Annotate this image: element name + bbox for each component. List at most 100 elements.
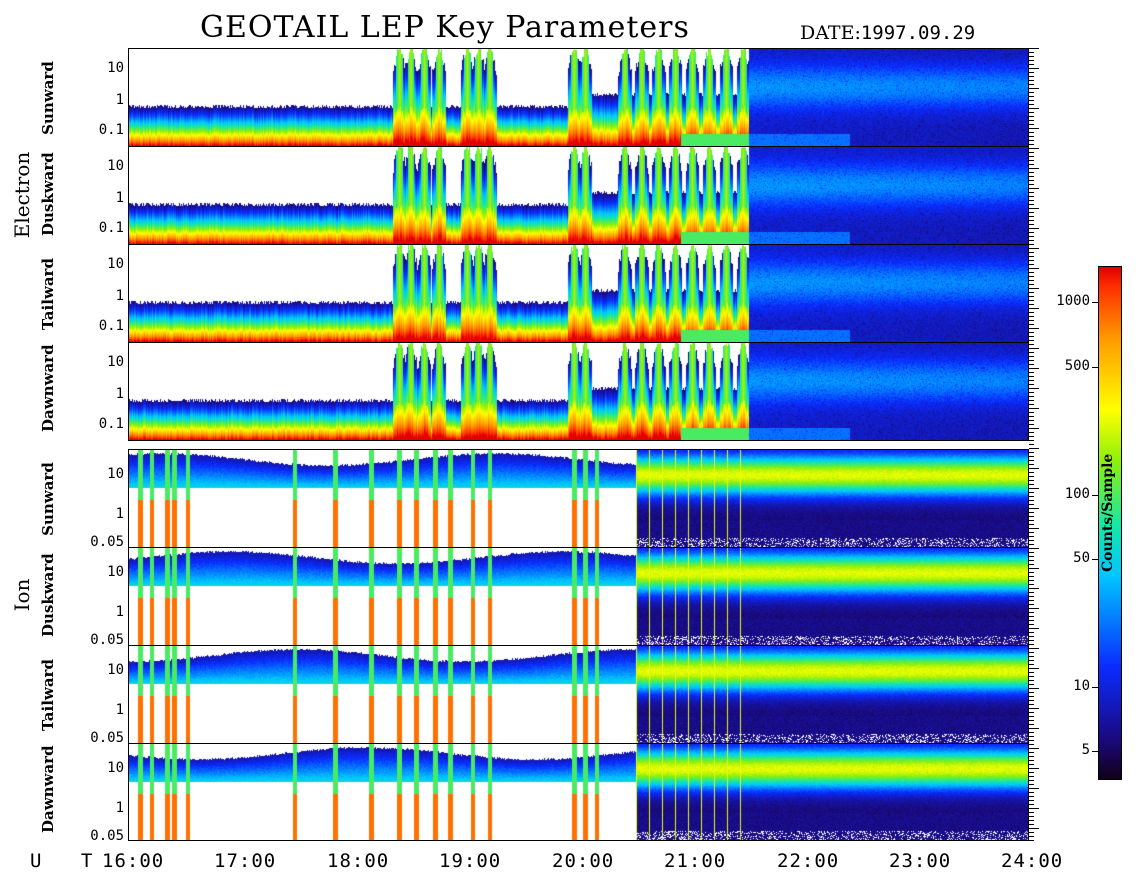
axis-tick bbox=[1029, 692, 1034, 693]
ion-dawnward-panel bbox=[128, 743, 1029, 841]
axis-tick bbox=[1029, 316, 1034, 317]
colorbar-tick-label: 5 bbox=[1081, 742, 1090, 758]
axis-tick bbox=[1029, 76, 1034, 77]
axis-tick bbox=[1029, 516, 1034, 517]
axis-tick bbox=[1029, 276, 1034, 277]
axis-tick bbox=[1029, 388, 1039, 389]
axis-tick bbox=[1029, 712, 1034, 713]
axis-tick bbox=[1029, 564, 1034, 565]
axis-tick bbox=[1029, 264, 1034, 265]
ytick-label: 1 bbox=[115, 604, 124, 620]
axis-tick bbox=[1029, 304, 1034, 305]
ytick-label: 1 bbox=[115, 190, 124, 206]
electron-tailward-spectrogram bbox=[129, 245, 1028, 342]
axis-tick bbox=[1029, 144, 1034, 145]
axis-tick bbox=[1029, 160, 1034, 161]
axis-tick bbox=[1029, 156, 1034, 157]
axis-tick bbox=[1029, 836, 1034, 837]
axis-tick bbox=[1029, 428, 1039, 429]
axis-tick bbox=[1029, 424, 1034, 425]
axis-tick bbox=[1029, 288, 1039, 289]
ytick-label: 0.05 bbox=[90, 828, 124, 844]
ytick-label: 0.05 bbox=[90, 730, 124, 746]
axis-tick bbox=[1029, 232, 1034, 233]
axis-tick bbox=[1029, 100, 1034, 101]
axis-tick bbox=[1029, 472, 1034, 473]
x-axis-label: U T bbox=[30, 850, 107, 872]
axis-tick bbox=[1029, 384, 1034, 385]
axis-tick bbox=[1029, 168, 1039, 169]
axis-tick bbox=[1029, 124, 1034, 125]
date-value: 1997.09.29 bbox=[860, 22, 976, 44]
axis-tick bbox=[1029, 300, 1034, 301]
ytick-label: 10 bbox=[107, 158, 124, 174]
axis-tick bbox=[1029, 748, 1039, 749]
axis-tick bbox=[1029, 684, 1034, 685]
axis-tick bbox=[1029, 396, 1034, 397]
axis-tick bbox=[1029, 400, 1034, 401]
axis-tick bbox=[1029, 192, 1034, 193]
axis-tick bbox=[1029, 148, 1039, 149]
axis-tick bbox=[1029, 580, 1034, 581]
xtick-label: 23:00 bbox=[889, 850, 952, 872]
axis-tick bbox=[1029, 224, 1034, 225]
electron-dawnward-panel bbox=[128, 342, 1029, 441]
ytick-label: 10 bbox=[107, 256, 124, 272]
panel-label-ion-dawnward: Dawnward bbox=[39, 745, 57, 833]
axis-tick bbox=[1029, 92, 1034, 93]
ytick-label: 10 bbox=[107, 466, 124, 482]
ytick-label: 0.1 bbox=[98, 416, 124, 432]
axis-tick bbox=[1029, 352, 1034, 353]
axis-tick bbox=[1029, 340, 1034, 341]
axis-tick bbox=[1029, 812, 1034, 813]
colorbar-tick bbox=[1092, 687, 1098, 688]
axis-tick bbox=[1029, 480, 1034, 481]
ytick-label: 1 bbox=[115, 386, 124, 402]
axis-tick bbox=[1029, 504, 1034, 505]
axis-tick bbox=[1029, 368, 1039, 369]
xtick-label: 17:00 bbox=[214, 850, 277, 872]
ytick-label: 10 bbox=[107, 662, 124, 678]
colorbar-tick bbox=[1092, 367, 1098, 368]
axis-tick bbox=[1029, 376, 1034, 377]
xtick-label: 22:00 bbox=[777, 850, 840, 872]
group-label-ion: Ion bbox=[10, 578, 34, 612]
axis-tick bbox=[1029, 548, 1039, 549]
axis-tick bbox=[1029, 736, 1034, 737]
axis-tick bbox=[1029, 292, 1034, 293]
axis-tick bbox=[1029, 104, 1034, 105]
colorbar-tick-label: 1000 bbox=[1056, 293, 1090, 309]
axis-tick bbox=[1029, 272, 1034, 273]
axis-tick bbox=[1029, 764, 1034, 765]
ytick-label: 0.1 bbox=[98, 220, 124, 236]
axis-tick bbox=[1029, 208, 1039, 209]
axis-tick bbox=[1029, 248, 1039, 249]
axis-tick bbox=[1029, 476, 1034, 477]
xtick-label: 16:00 bbox=[102, 850, 165, 872]
ytick-label: 1 bbox=[115, 506, 124, 522]
axis-tick bbox=[1029, 244, 1034, 245]
axis-tick bbox=[1029, 436, 1034, 437]
axis-tick bbox=[1029, 84, 1034, 85]
axis-tick bbox=[1029, 68, 1039, 69]
date-label: DATE:1997.09.29 bbox=[800, 22, 975, 44]
axis-tick bbox=[1029, 788, 1039, 789]
panel-label-electron-dawnward: Dawnward bbox=[39, 344, 57, 432]
ytick-label: 1 bbox=[115, 800, 124, 816]
axis-tick bbox=[1029, 784, 1034, 785]
axis-tick bbox=[1029, 560, 1034, 561]
xtick-label: 20:00 bbox=[552, 850, 615, 872]
axis-tick bbox=[1029, 464, 1034, 465]
axis-tick bbox=[1029, 152, 1034, 153]
axis-tick bbox=[1029, 108, 1039, 109]
axis-tick bbox=[1029, 284, 1034, 285]
axis-tick bbox=[1029, 832, 1034, 833]
electron-sunward-panel bbox=[128, 48, 1029, 147]
axis-tick bbox=[1029, 544, 1034, 545]
axis-tick bbox=[1029, 816, 1034, 817]
axis-tick bbox=[1029, 420, 1034, 421]
panel-label-ion-sunward: Sunward bbox=[39, 462, 57, 536]
axis-tick bbox=[1029, 412, 1034, 413]
electron-sunward-spectrogram bbox=[129, 49, 1028, 146]
axis-tick bbox=[1029, 620, 1034, 621]
